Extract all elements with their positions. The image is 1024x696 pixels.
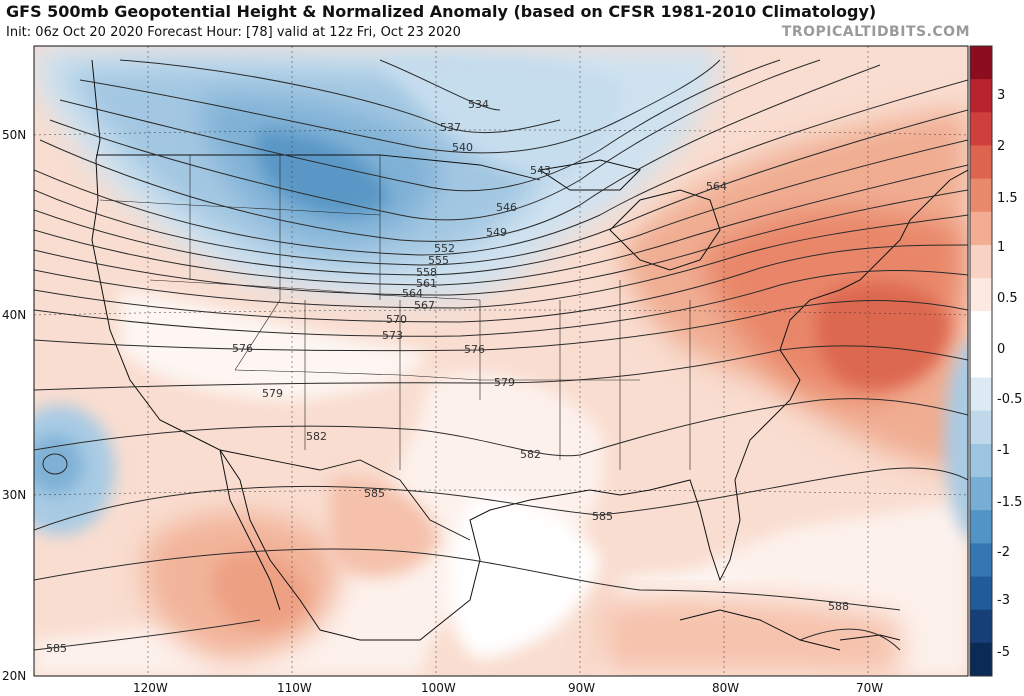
colorbar-swatch <box>970 112 992 146</box>
lon-label: 90W <box>568 681 595 695</box>
colorbar-swatch <box>970 46 992 80</box>
colorbar-swatch <box>970 410 992 445</box>
colorbar-frame <box>969 45 993 677</box>
brand-watermark: TROPICALTIDBITS.COM <box>781 24 970 40</box>
colorbar-swatch <box>970 311 992 345</box>
contour-label: 576 <box>232 342 253 355</box>
colorbar-labels: 3 2 1.5 1 0.5 0 -0.5 -1 -1.5 -2 -3 -5 <box>997 88 1022 660</box>
contour-label: 585 <box>364 487 385 500</box>
colorbar-swatch <box>970 145 992 180</box>
colorbar-swatch <box>970 510 992 544</box>
contour-label: 579 <box>494 376 515 389</box>
contour-label: 585 <box>592 510 613 523</box>
lat-label: 20N <box>2 669 26 683</box>
colorbar-label: -1.5 <box>997 495 1022 510</box>
lon-label: 120W <box>133 681 168 695</box>
colorbar-label: 0.5 <box>997 291 1018 306</box>
colorbar-swatch <box>970 477 992 511</box>
colorbar-label: -1 <box>997 443 1010 458</box>
contour-labels: 534 537 540 543 546 549 552 555 558 561 … <box>46 98 849 655</box>
contour-label: 555 <box>428 254 449 267</box>
colorbar-swatch <box>970 377 992 412</box>
lon-label: 100W <box>421 681 456 695</box>
colorbar-swatch <box>970 609 992 644</box>
lat-label: 50N <box>2 128 26 142</box>
graticule <box>34 46 968 676</box>
contour-label: 543 <box>530 164 551 177</box>
contour-label: 570 <box>386 313 407 326</box>
colorbar <box>969 45 993 677</box>
anomaly-shading <box>34 46 968 676</box>
contour-label: 564 <box>706 180 727 193</box>
contour-label: 576 <box>464 343 485 356</box>
contour-label: 588 <box>828 600 849 613</box>
contour-label: 540 <box>452 141 473 154</box>
contour-label: 534 <box>468 98 489 111</box>
contour-label: 579 <box>262 387 283 400</box>
colorbar-label: 3 <box>997 88 1005 103</box>
longitude-labels: 120W 110W 100W 90W 80W 70W <box>133 681 883 695</box>
colorbar-label: -2 <box>997 545 1010 560</box>
contour-label: 552 <box>434 242 455 255</box>
contour-label: 585 <box>46 642 67 655</box>
map-subtitle: Init: 06z Oct 20 2020 Forecast Hour: [78… <box>6 25 461 40</box>
colorbar-label: -0.5 <box>997 392 1022 407</box>
colorbar-label: 0 <box>997 342 1005 357</box>
colorbar-swatch <box>970 576 992 611</box>
contour-label: 564 <box>402 287 423 300</box>
contour-label: 549 <box>486 226 507 239</box>
colorbar-swatch <box>970 244 992 279</box>
lon-label: 80W <box>712 681 739 695</box>
height-contours <box>34 59 968 651</box>
contour-label: 546 <box>496 201 517 214</box>
colorbar-swatch <box>970 278 992 312</box>
colorbar-swatch <box>970 211 992 246</box>
colorbar-swatch <box>970 344 992 379</box>
contour-label: 582 <box>520 448 541 461</box>
colorbar-label: 1 <box>997 240 1005 255</box>
map-title: GFS 500mb Geopotential Height & Normaliz… <box>6 2 877 21</box>
contour-label: 567 <box>414 299 435 312</box>
contour-label: 561 <box>416 277 437 290</box>
lat-label: 40N <box>2 308 26 322</box>
colorbar-swatch <box>970 178 992 213</box>
latitude-labels: 50N 40N 30N 20N <box>2 128 26 683</box>
colorbar-swatch <box>970 543 992 578</box>
colorbar-swatch <box>970 443 992 478</box>
colorbar-label: 1.5 <box>997 191 1018 206</box>
contour-label: 537 <box>440 121 461 134</box>
colorbar-label: -3 <box>997 593 1010 608</box>
coastlines <box>91 59 968 651</box>
contour-label: 573 <box>382 329 403 342</box>
colorbar-label: -5 <box>997 645 1010 660</box>
colorbar-swatch <box>970 79 992 113</box>
contour-label: 582 <box>306 430 327 443</box>
lon-label: 110W <box>277 681 312 695</box>
contour-label: 558 <box>416 266 437 279</box>
map-frame <box>33 45 969 677</box>
colorbar-label: 2 <box>997 139 1005 154</box>
colorbar-swatch <box>970 642 992 677</box>
lon-label: 70W <box>856 681 883 695</box>
lat-label: 30N <box>2 488 26 502</box>
